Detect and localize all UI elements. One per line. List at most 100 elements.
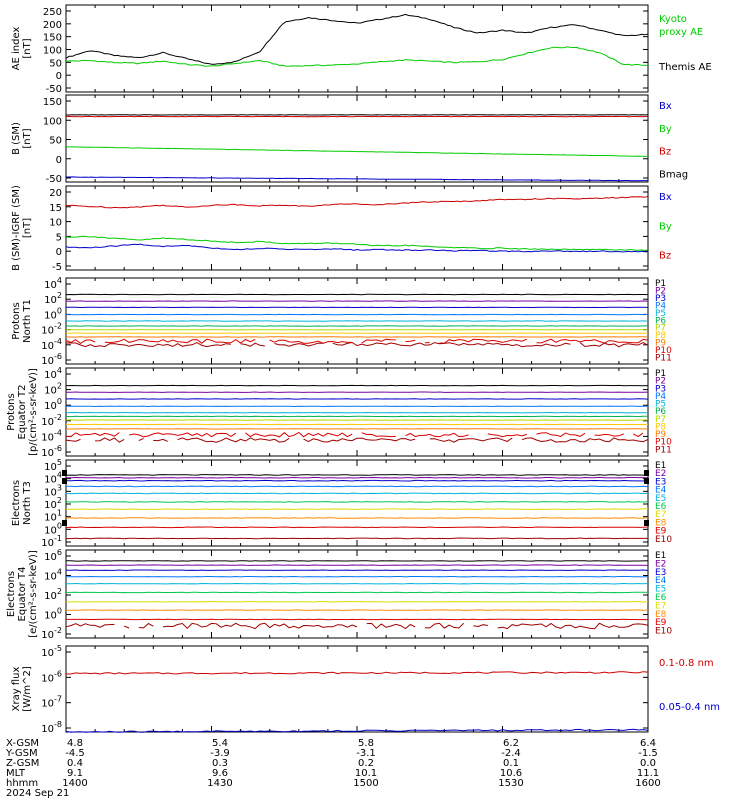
series-0-1-0-8-nm xyxy=(66,671,649,675)
y-tick-label: 100 xyxy=(43,46,62,57)
xaxis-value: 1600 xyxy=(635,778,660,789)
legend-entry: proxy AE xyxy=(659,27,703,38)
series-p10 xyxy=(128,432,237,438)
xaxis-value: -4.5 xyxy=(65,748,85,759)
legend-entry: P3 xyxy=(655,294,666,304)
legend-entry: E9 xyxy=(655,618,667,628)
panel-3: 20 15 10 5 0 -5 B (SM)-IGRF (SM) [nT] xyxy=(11,185,649,273)
series-p10 xyxy=(245,431,353,438)
legend-entry: Bmag xyxy=(659,169,688,180)
y-tick-label: 105 xyxy=(44,458,62,473)
y-tick-label: -50 xyxy=(46,84,62,95)
y-tick-label: 250 xyxy=(43,7,62,18)
panel-frame xyxy=(65,367,649,457)
xaxis-value: 1530 xyxy=(498,778,523,789)
panel-ylabel: North T3 xyxy=(22,481,33,525)
series-e5 xyxy=(66,582,649,585)
y-tick-label: 10-4 xyxy=(41,428,62,443)
legend-entry: P6 xyxy=(655,407,666,417)
y-tick-label: 104 xyxy=(44,568,62,583)
y-tick-label: 10-6 xyxy=(41,669,62,684)
y-tick-label: 100 xyxy=(44,306,62,321)
series-e8 xyxy=(65,517,649,519)
xaxis-value: 6.4 xyxy=(640,738,656,749)
series-themis-ae xyxy=(65,13,649,65)
series-e1 xyxy=(65,474,649,476)
series-e8 xyxy=(65,609,649,611)
y-tick-label: 0 xyxy=(56,71,62,82)
y-tick-label: 150 xyxy=(43,97,62,108)
legend-entry: P9 xyxy=(655,339,666,349)
series-p11 xyxy=(303,437,416,443)
panel-ylabel: [e/(cm²-s-sr-keV)] xyxy=(28,550,39,638)
series-e10 xyxy=(124,625,130,629)
series-e10 xyxy=(473,624,488,628)
y-tick-label: 102 xyxy=(44,291,62,306)
y-tick-label: 10-6 xyxy=(41,444,62,459)
y-tick-label: 100 xyxy=(43,116,62,127)
legend-entry: P11 xyxy=(655,354,672,364)
y-tick-label: 10-5 xyxy=(41,644,62,659)
xaxis-row-label: hhmm xyxy=(6,778,38,789)
series-p10 xyxy=(405,432,469,438)
legend-entry: E6 xyxy=(655,502,667,512)
panel-frame xyxy=(65,4,649,93)
y-tick-label: 0 xyxy=(56,155,62,166)
series-p10 xyxy=(633,432,644,438)
series-e7 xyxy=(66,600,649,603)
y-tick-label: 102 xyxy=(44,382,62,397)
legend-entry: P4 xyxy=(655,392,666,402)
series-p11 xyxy=(66,342,231,348)
legend-entry: E3 xyxy=(655,477,666,487)
y-tick-label: 150 xyxy=(43,33,62,44)
series-p10 xyxy=(439,338,527,344)
series-kyoto-proxy-ae xyxy=(65,46,649,67)
series-e3 xyxy=(65,479,649,482)
panel-ylabel: Xray flux xyxy=(11,667,22,712)
legend-entry: E4 xyxy=(655,486,667,496)
series-e2 xyxy=(66,476,649,479)
series-p10 xyxy=(594,433,624,437)
series-e10 xyxy=(497,622,649,630)
y-tick-label: 50 xyxy=(49,58,62,69)
legend-entry: P2 xyxy=(655,286,666,296)
series-e6 xyxy=(65,591,649,594)
legend-entry: P1 xyxy=(655,369,666,379)
y-tick-label: -50 xyxy=(46,174,62,185)
panel-ylabel: [nT] xyxy=(22,128,33,148)
legend-entry: Bx xyxy=(659,101,672,112)
legend-entry: E8 xyxy=(655,610,667,620)
legend-entry: P11 xyxy=(655,445,672,455)
panel-ylabel: Protons xyxy=(11,302,22,339)
y-tick-label: 10-4 xyxy=(41,337,62,352)
legend-entry: E6 xyxy=(655,593,667,603)
legend-entry: E7 xyxy=(655,601,666,611)
legend-entry: E9 xyxy=(655,527,667,537)
y-tick-label: 10-8 xyxy=(41,720,62,735)
series-by xyxy=(65,235,649,252)
xaxis-value: 5.4 xyxy=(212,738,228,749)
series-p10 xyxy=(104,338,256,344)
y-tick-label: 100 xyxy=(44,397,62,412)
panel-ylabel: [W/m^2] xyxy=(22,666,33,712)
legend-entry: Bx xyxy=(659,192,672,203)
series-p11 xyxy=(579,342,649,348)
series-e6 xyxy=(65,501,649,503)
legend-entry: By xyxy=(659,124,672,135)
xaxis-value: 10.6 xyxy=(500,768,522,779)
xaxis-value: -3.1 xyxy=(356,748,376,759)
legend-entry: P10 xyxy=(655,438,672,448)
series-bz xyxy=(65,195,649,209)
legend-entry: Themis AE xyxy=(658,62,712,73)
panel-ylabel: Protons xyxy=(6,393,17,430)
legend-entry: Bz xyxy=(659,147,671,158)
panel-frame xyxy=(65,459,649,547)
legend-entry: E4 xyxy=(655,576,667,586)
series-p10 xyxy=(361,338,396,344)
legend-entry: P4 xyxy=(655,301,666,311)
legend-entry: E10 xyxy=(655,627,672,637)
edge-marker xyxy=(62,478,67,484)
y-tick-label: 100 xyxy=(44,607,62,622)
legend-entry: E2 xyxy=(655,469,666,479)
